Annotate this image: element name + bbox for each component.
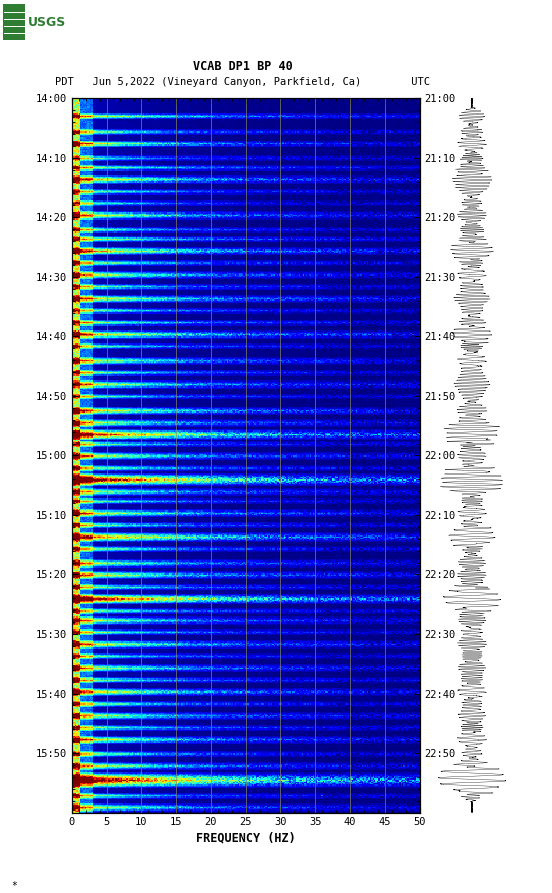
Bar [3, 4, 25, 40]
Text: PDT   Jun 5,2022 (Vineyard Canyon, Parkfield, Ca)        UTC: PDT Jun 5,2022 (Vineyard Canyon, Parkfie… [55, 77, 431, 88]
Text: VCAB DP1 BP 40: VCAB DP1 BP 40 [193, 61, 293, 73]
Text: USGS: USGS [28, 16, 66, 29]
Text: *: * [11, 880, 17, 890]
X-axis label: FREQUENCY (HZ): FREQUENCY (HZ) [196, 831, 295, 845]
